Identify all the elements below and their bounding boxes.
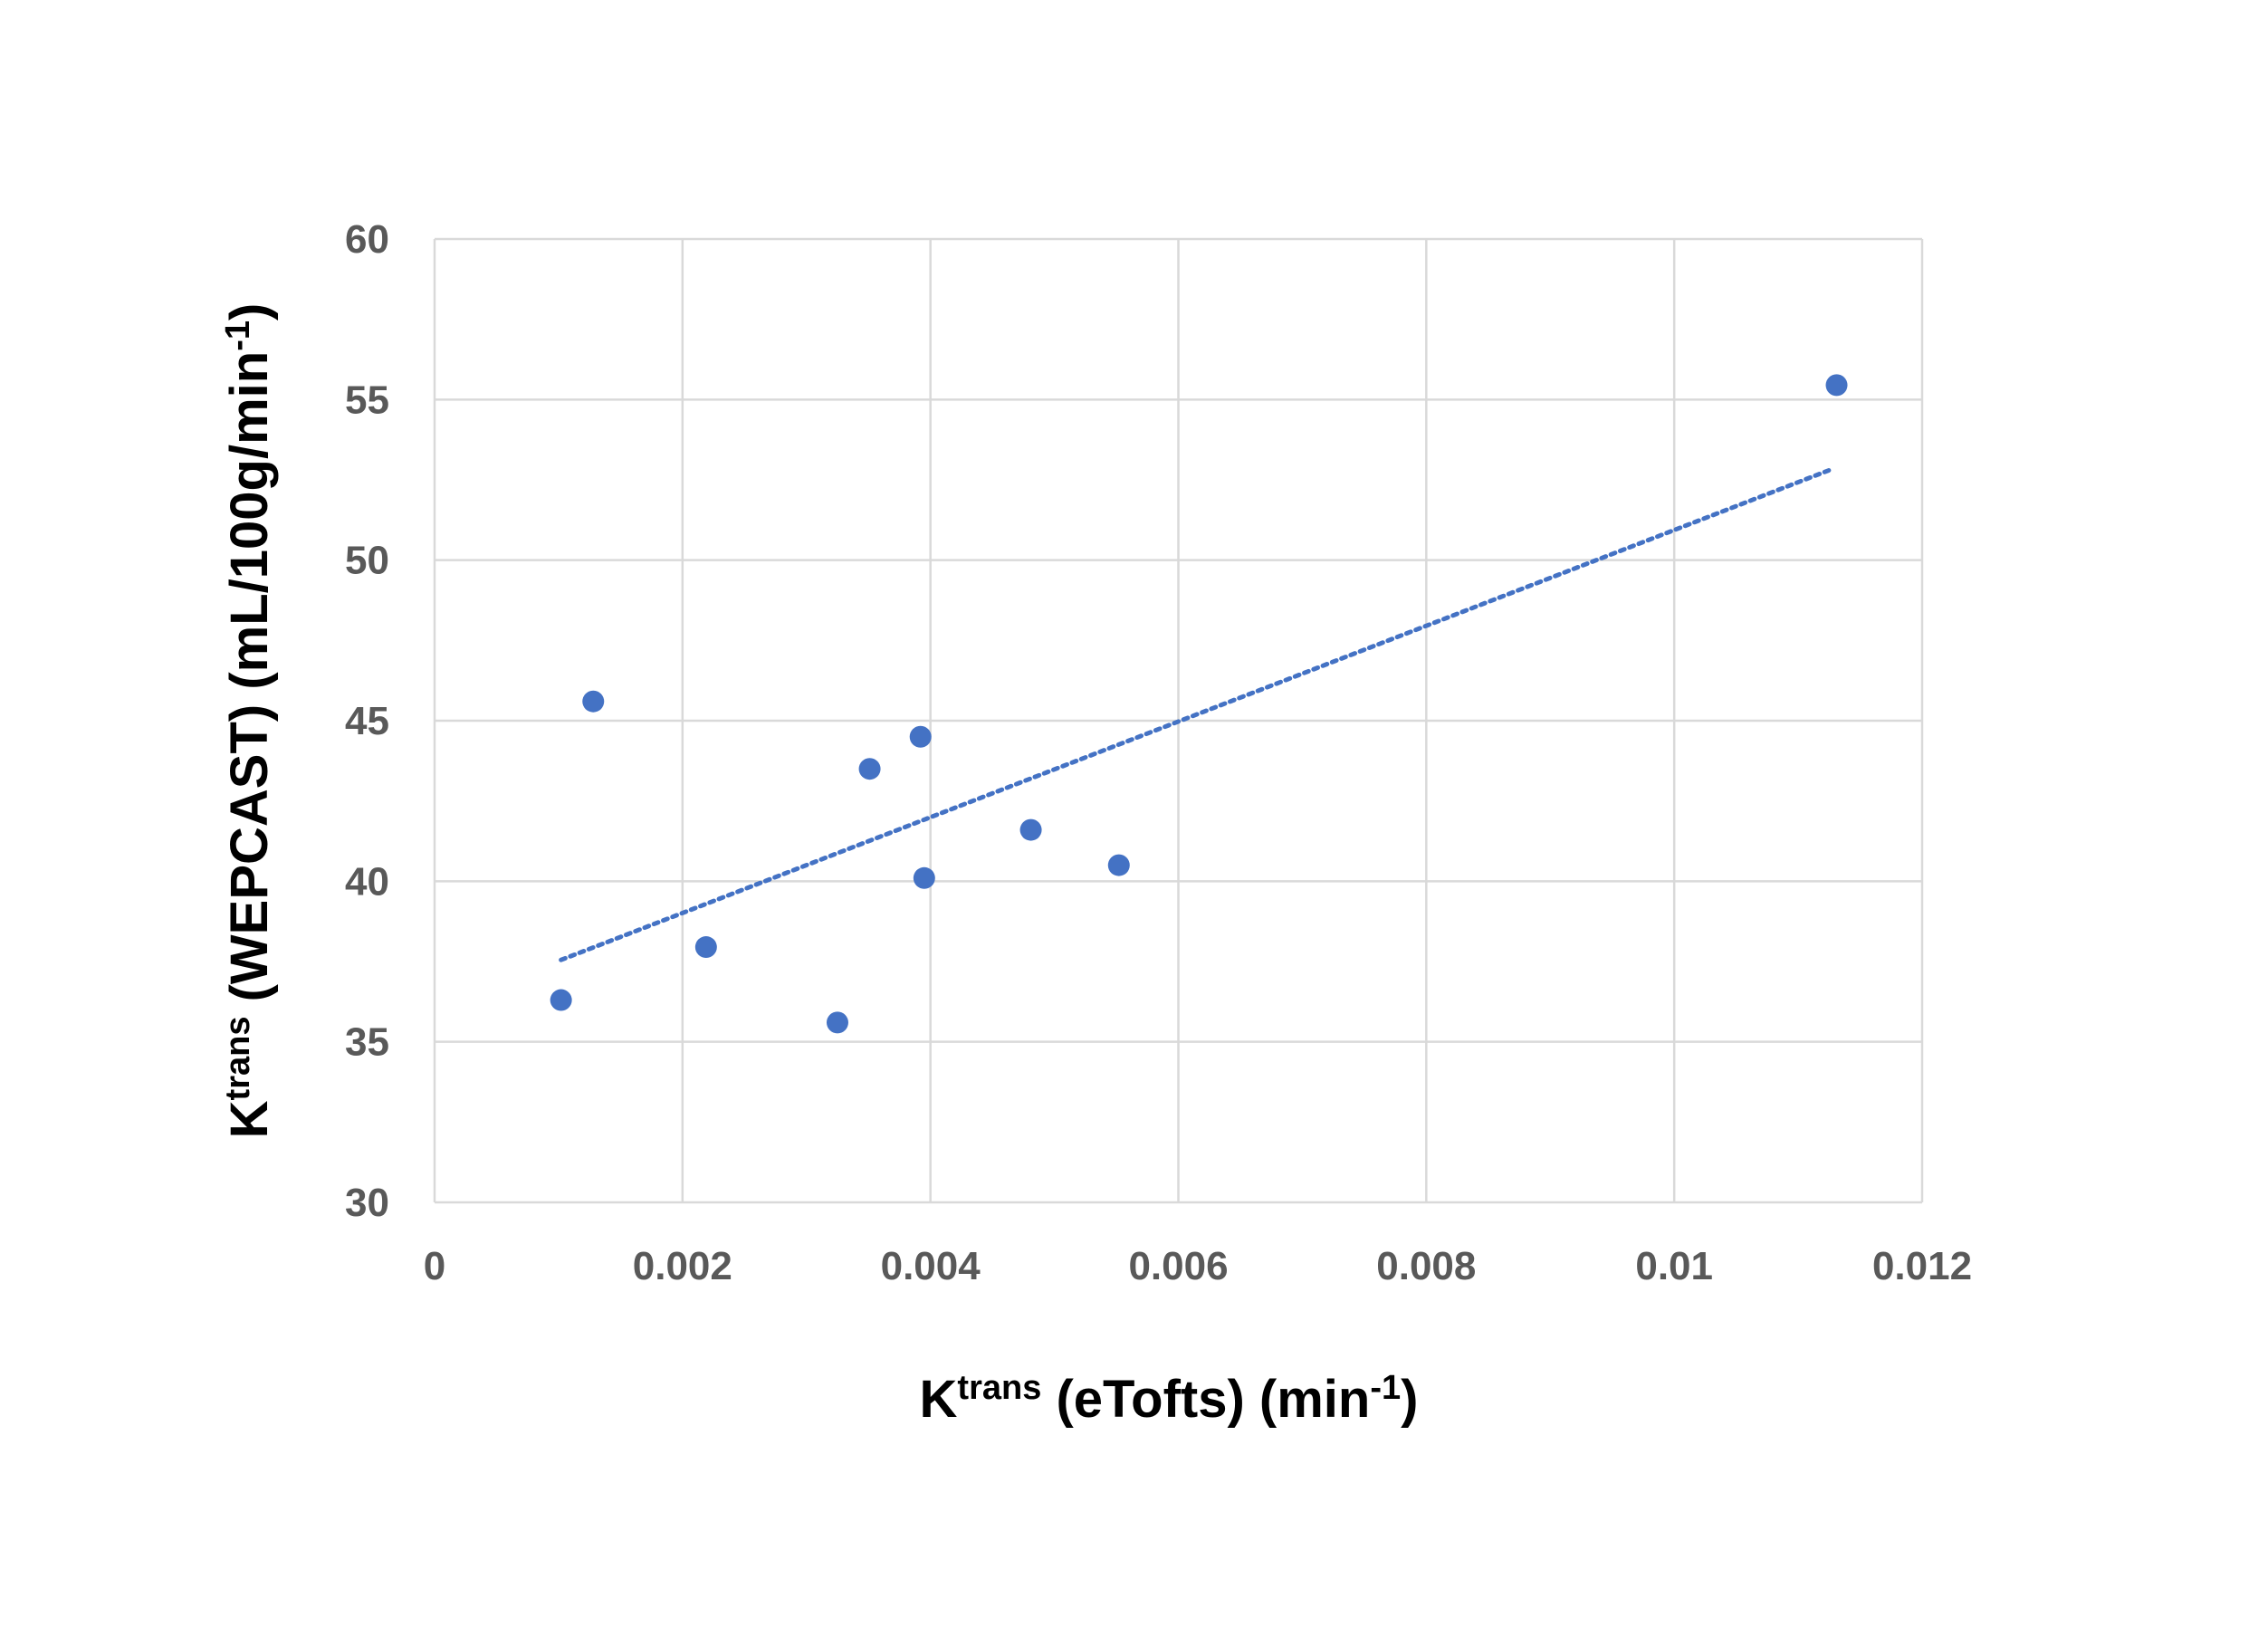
y-axis-title: Ktrans (WEPCAST) (mL/100g/min-1) — [219, 303, 279, 1139]
y-tick-label: 35 — [345, 1020, 389, 1065]
x-tick-label: 0.004 — [881, 1244, 981, 1288]
x-tick-labels: 0 0.002 0.004 0.006 0.008 0.01 0.012 — [424, 1244, 1972, 1288]
data-point — [694, 936, 717, 959]
x-tick-label: 0.006 — [1128, 1244, 1228, 1288]
x-axis-title: Ktrans (eTofts) (min-1) — [920, 1369, 1419, 1429]
trendline — [559, 467, 1832, 962]
y-tick-label: 60 — [345, 217, 389, 262]
y-tick-label: 45 — [345, 699, 389, 743]
data-point — [550, 989, 572, 1011]
data-point — [1019, 818, 1042, 841]
y-tick-labels: 30 35 40 45 50 55 60 — [345, 217, 389, 1225]
data-points — [550, 374, 1848, 1034]
y-tick-label: 40 — [345, 859, 389, 904]
x-tick-label: 0 — [424, 1244, 445, 1288]
x-tick-label: 0.002 — [633, 1244, 732, 1288]
data-point — [1107, 854, 1130, 876]
gridlines — [433, 237, 1924, 1204]
x-tick-label: 0.012 — [1872, 1244, 1972, 1288]
data-point — [1825, 374, 1848, 397]
data-point — [582, 690, 605, 713]
data-point — [909, 725, 932, 748]
y-tick-label: 50 — [345, 539, 389, 583]
y-tick-label: 30 — [345, 1181, 389, 1225]
x-tick-label: 0.01 — [1635, 1244, 1713, 1288]
data-point — [858, 758, 881, 780]
y-tick-label: 55 — [345, 378, 389, 422]
data-point — [826, 1011, 848, 1034]
x-tick-label: 0.008 — [1376, 1244, 1476, 1288]
data-point — [913, 866, 935, 889]
